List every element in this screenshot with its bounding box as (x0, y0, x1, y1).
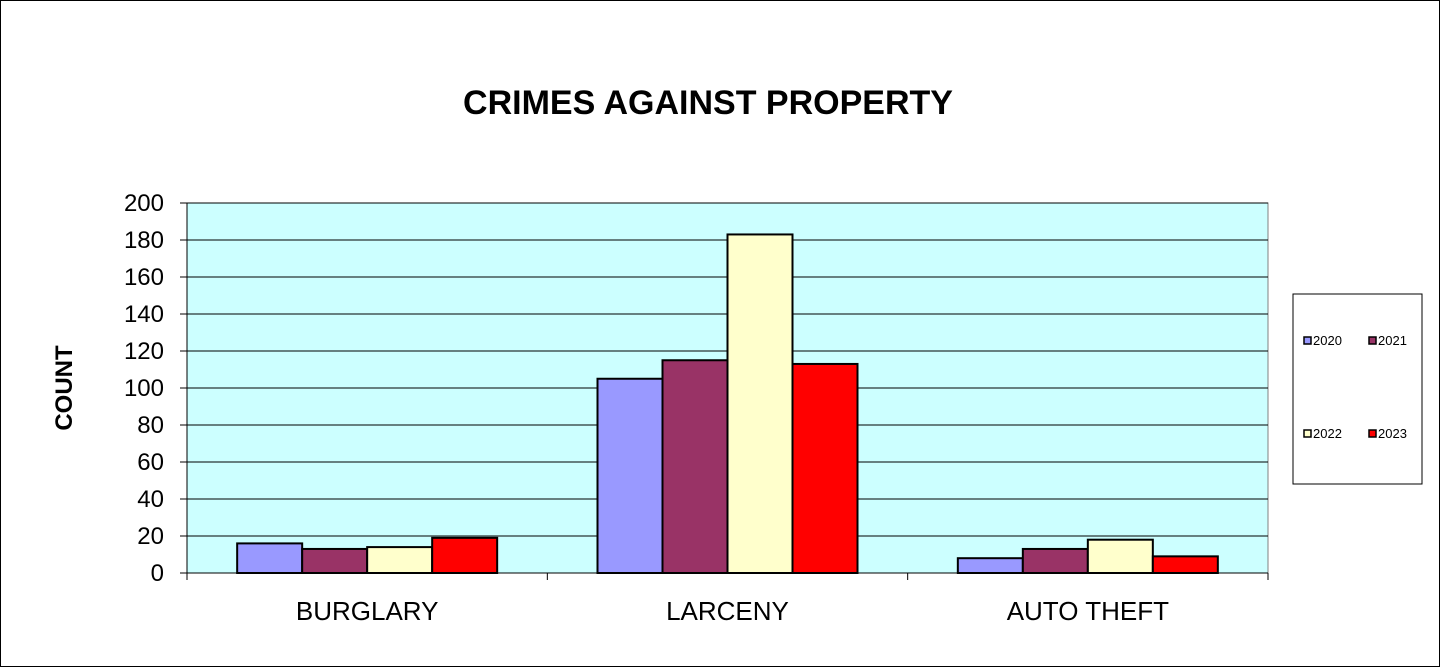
chart-title: CRIMES AGAINST PROPERTY (463, 84, 953, 122)
bar-auto-theft-2022 (1086, 538, 1154, 575)
x-tick-label: LARCENY (666, 596, 789, 626)
y-tick-label: 180 (124, 227, 164, 254)
bar-burglary-2021 (301, 547, 369, 575)
legend-swatch (1303, 429, 1312, 438)
bar-burglary-2022 (366, 546, 434, 574)
y-tick-label: 40 (137, 486, 164, 513)
legend-box (1292, 293, 1423, 485)
legend-swatch (1368, 336, 1377, 345)
y-tick-label: 140 (124, 301, 164, 328)
plot-area: 0 20 40 60 80 100 120 140 160 180 200 BURGLARY LARCE… (124, 190, 1269, 626)
legend-label: 2022 (1313, 426, 1342, 441)
y-tick-label: 20 (137, 523, 164, 550)
bar-larceny-2020 (596, 377, 664, 574)
bar-larceny-2021 (661, 359, 729, 574)
y-tick-label: 100 (124, 375, 164, 402)
x-tick-label: AUTO THEFT (1007, 596, 1169, 626)
bar-auto-theft-2023 (1151, 555, 1219, 574)
x-tick-label: BURGLARY (296, 596, 439, 626)
y-tick-label: 160 (124, 264, 164, 291)
bar-auto-theft-2021 (1021, 547, 1089, 575)
bar-larceny-2023 (791, 362, 859, 575)
bar-auto-theft-2020 (956, 557, 1024, 575)
legend-label: 2021 (1378, 333, 1407, 348)
y-axis-label: COUNT (51, 345, 78, 431)
y-tick-label: 80 (137, 412, 164, 439)
legend-label: 2023 (1378, 426, 1407, 441)
y-tick-label: 120 (124, 338, 164, 365)
legend-swatch (1303, 336, 1312, 345)
legend-swatch (1368, 429, 1377, 438)
legend-label: 2020 (1313, 333, 1342, 348)
bar-burglary-2020 (236, 542, 304, 575)
legend: 2020 2021 2022 2023 (1292, 293, 1423, 485)
y-tick-label: 0 (151, 560, 164, 587)
bar-burglary-2023 (431, 536, 499, 574)
y-tick-label: 200 (124, 190, 164, 217)
bar-larceny-2022 (726, 233, 794, 574)
y-tick-label: 60 (137, 449, 164, 476)
